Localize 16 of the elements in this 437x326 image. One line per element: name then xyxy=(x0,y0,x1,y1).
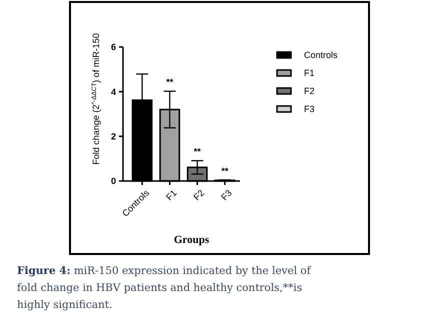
x-tick-label: F2 xyxy=(192,188,206,202)
annotation: ** xyxy=(194,146,202,157)
x-axis-title: Groups xyxy=(174,234,210,246)
y-tick-label: 0 xyxy=(110,176,116,186)
x-tick-label: F1 xyxy=(164,188,179,202)
legend-label: F3 xyxy=(304,104,315,114)
annotation: ** xyxy=(166,77,174,88)
caption: Figure 4: miR-150 expression indicated by the level of fold change in HBV patients and healthy controls,**is highly significant. xyxy=(17,265,312,311)
y-tick-label: 4 xyxy=(110,86,116,97)
legend-label: F1 xyxy=(304,68,315,78)
x-tick-label: F3 xyxy=(219,188,234,202)
y-tick-label: 2 xyxy=(110,131,116,142)
annotation: ** xyxy=(221,166,229,176)
legend-label: Controls xyxy=(304,50,338,60)
legend-label: F2 xyxy=(304,86,315,96)
y-tick-label: 6 xyxy=(110,42,116,52)
